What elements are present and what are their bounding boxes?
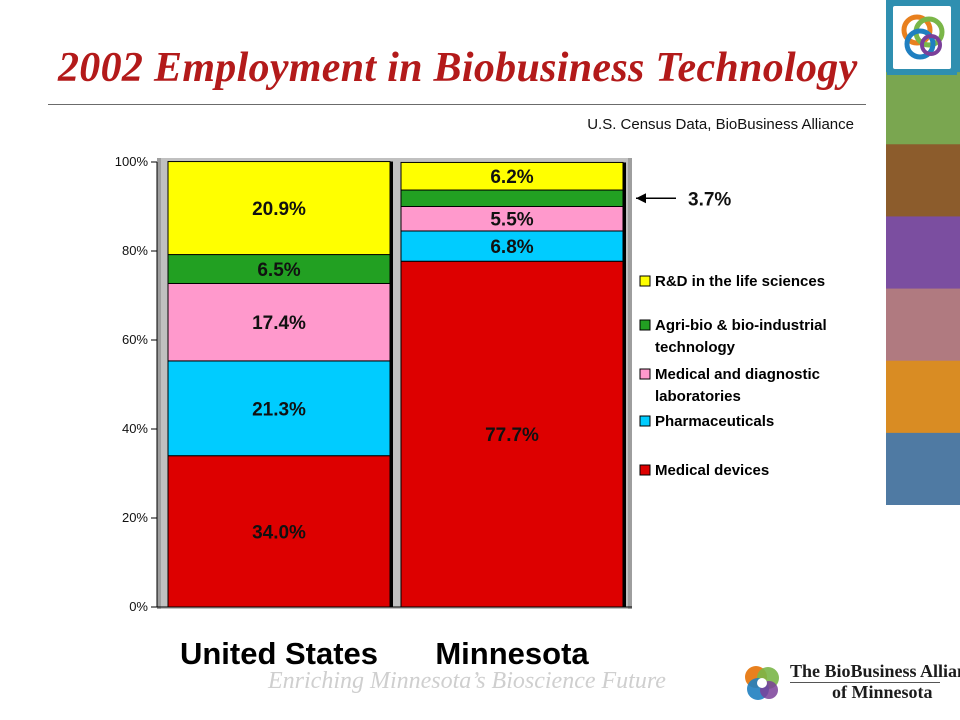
data-label: 6.5% <box>257 260 300 281</box>
brand-emblem-icon <box>887 0 957 75</box>
strip-band <box>884 288 960 362</box>
source-note: U.S. Census Data, BioBusiness Alliance <box>587 116 854 133</box>
legend-swatch <box>639 319 651 331</box>
y-tick-label: 0% <box>129 599 148 614</box>
legend-entry-text: R&D in the life sciences <box>655 273 825 290</box>
brand-name-line2: of Minnesota <box>832 682 933 702</box>
bar-segment <box>167 161 391 256</box>
bar-segment <box>400 189 624 208</box>
legend-entry-text: Pharmaceuticals <box>655 413 774 430</box>
chart-data-labels: 34.0% 21.3% 17.4% 6.5% 20.9% 77.7% 6.8% 5.5% 6.2… <box>252 167 539 543</box>
slide-title: 2002 Employment in Biobusiness Technolog… <box>58 45 858 91</box>
y-tick-label: 20% <box>122 510 148 525</box>
legend-swatch <box>639 464 651 476</box>
data-label: 77.7% <box>485 425 539 446</box>
y-tick-label: 60% <box>122 332 148 347</box>
bar-segment <box>167 360 391 457</box>
chart-callout: 3.7% <box>636 189 731 210</box>
strip-band <box>884 216 960 290</box>
callout-label: 3.7% <box>688 189 731 210</box>
strip-band <box>884 360 960 434</box>
bar-segment <box>167 282 391 362</box>
y-tick-label: 80% <box>122 243 148 258</box>
category-label: United States <box>180 636 378 671</box>
strip-band <box>884 72 960 146</box>
legend-swatch <box>639 368 651 380</box>
bar-segment <box>400 260 624 608</box>
strip-band <box>884 144 960 218</box>
bar-segment <box>400 161 624 191</box>
bar-segment <box>400 230 624 262</box>
chart-category-labels: United States Minnesota <box>180 636 589 671</box>
data-label: 6.8% <box>490 237 533 258</box>
brand-name-line1: The BioBusiness Alliance <box>790 661 960 681</box>
data-label: 17.4% <box>252 313 306 334</box>
chart-bars <box>167 161 626 608</box>
data-label: 5.5% <box>490 210 533 231</box>
y-tick-label: 100% <box>115 154 149 169</box>
title-rule <box>48 104 866 105</box>
bar-depth-edge <box>623 162 626 607</box>
legend-swatch <box>639 415 651 427</box>
brand-logo-icon <box>745 666 779 700</box>
data-label: 6.2% <box>490 167 533 188</box>
bar-segment <box>167 455 391 608</box>
legend-entry-text: Agri-bio & bio-industrial <box>655 317 827 334</box>
legend-entry-text: laboratories <box>655 388 741 405</box>
strip-edge <box>884 0 886 505</box>
strip-band <box>884 432 960 506</box>
brand-logo: The BioBusiness Alliance of Minnesota <box>738 660 960 708</box>
data-label: 20.9% <box>252 199 306 220</box>
data-label: 21.3% <box>252 399 306 420</box>
side-photo-strip <box>884 0 960 506</box>
footer-tagline: Enriching Minnesota’s Bioscience Future <box>268 668 666 694</box>
bar-depth-edge <box>390 161 393 607</box>
brand-divider <box>790 682 940 683</box>
legend-entry-text: Medical devices <box>655 462 769 479</box>
legend-entry-text: Medical and diagnostic <box>655 366 820 383</box>
callout-arrowhead <box>636 193 646 204</box>
category-label: Minnesota <box>435 636 589 671</box>
y-tick-label: 40% <box>122 421 148 436</box>
legend-swatch <box>639 275 651 287</box>
legend-entry-text: technology <box>655 339 736 356</box>
chart-legend: R&D in the life sciences Agri-bio & bio-i… <box>639 273 827 479</box>
data-label: 34.0% <box>252 522 306 543</box>
